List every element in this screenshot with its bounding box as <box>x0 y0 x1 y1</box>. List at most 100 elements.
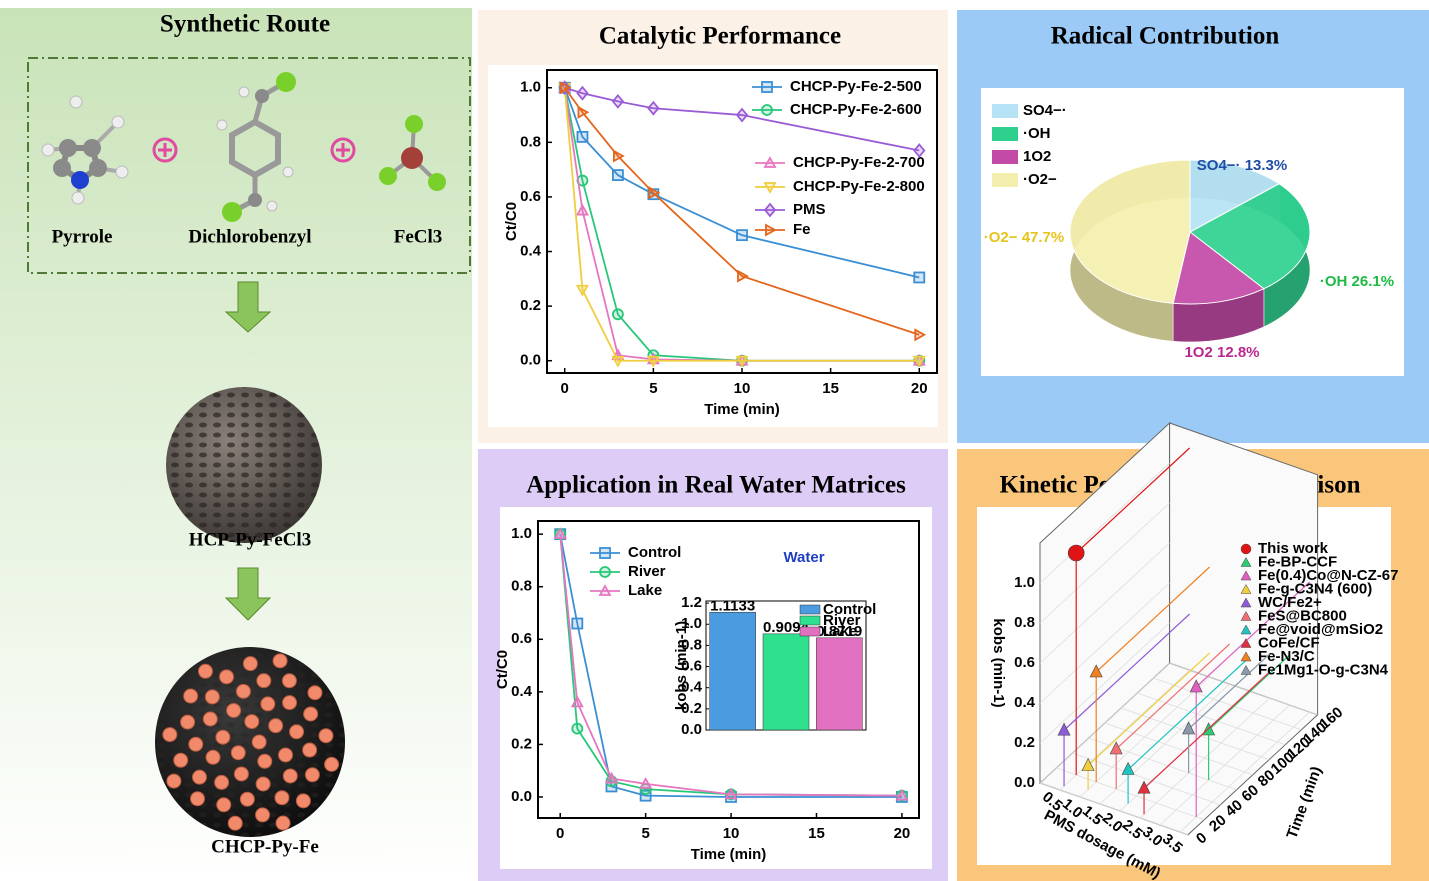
fe-particle <box>162 727 178 743</box>
panel-title: Application in Real Water Matrices <box>526 472 906 499</box>
point <box>1067 544 1085 562</box>
point <box>1121 761 1135 775</box>
arrow <box>224 567 272 621</box>
fe-particle <box>242 656 258 672</box>
y-tick-label: 1.2 <box>681 594 702 611</box>
arrow <box>224 281 272 333</box>
marker <box>737 269 749 283</box>
marker <box>577 105 590 119</box>
pie-slice <box>1189 183 1311 290</box>
legend-label: Control <box>823 601 876 618</box>
fe-particle <box>272 653 288 669</box>
x-tick-label: 20 <box>911 380 928 397</box>
plus-sign <box>330 137 356 163</box>
x-tick-label: 5 <box>649 380 657 397</box>
fe-particle <box>216 797 232 813</box>
fe-particle <box>295 793 311 809</box>
grid-line <box>1039 782 1189 836</box>
fe-particle <box>275 815 291 831</box>
legend-label: ·OH <box>1023 125 1051 142</box>
fe-particle <box>303 706 319 722</box>
fe-particle <box>226 702 242 718</box>
fe-particle <box>318 728 334 744</box>
legend-label: Fe-BP-CCF <box>1258 553 1337 570</box>
y-tick-label: 0.0 <box>520 352 541 369</box>
y-tick-label: 0.6 <box>520 188 541 205</box>
projection-line <box>1195 581 1311 688</box>
marker <box>599 547 611 559</box>
grid-line <box>1039 662 1170 784</box>
legend-swatch <box>799 615 821 626</box>
projection-line <box>1208 654 1291 731</box>
fe-particle <box>268 718 284 734</box>
fe-particle <box>281 673 297 689</box>
marker <box>724 787 738 800</box>
legend-label: River <box>823 612 861 629</box>
marker <box>559 81 572 95</box>
projection-line <box>1075 447 1191 554</box>
y-tick-label: 1.0 <box>681 615 702 632</box>
marker <box>914 328 927 342</box>
panel-title: Synthetic Route <box>160 11 330 38</box>
grid-line <box>1104 722 1253 776</box>
fe-particle <box>257 753 273 769</box>
data-label: 1O2 12.8% <box>1184 344 1259 361</box>
point <box>1057 722 1071 736</box>
marker <box>763 156 777 168</box>
marker <box>913 271 926 284</box>
fe-particle <box>278 747 294 763</box>
fe-particle <box>244 714 260 730</box>
marker <box>599 566 611 578</box>
x-tick-label: 10 <box>723 825 740 842</box>
legend-marker <box>1240 624 1252 635</box>
plot-bg <box>488 65 938 427</box>
fe-particle <box>180 714 196 730</box>
marker <box>761 104 773 116</box>
intermediate-label: HCP-Py-FeCl3 <box>189 529 311 550</box>
marker <box>612 308 624 321</box>
fe-particle <box>191 769 207 785</box>
fe-particle <box>204 689 220 705</box>
marker <box>570 695 584 708</box>
panel-title: Radical Contribution <box>1051 23 1280 50</box>
data-label: SO4−· 13.3% <box>1197 157 1287 174</box>
legend-marker <box>1240 570 1252 581</box>
data-label: ·OH 26.1% <box>1320 273 1394 290</box>
marker <box>553 527 567 540</box>
fe-particle <box>202 711 218 727</box>
marker <box>647 100 660 116</box>
point <box>1137 780 1151 794</box>
fe-particle <box>251 734 267 750</box>
x-tick-label: 20 <box>894 825 911 842</box>
product-sphere-texture <box>155 647 345 837</box>
y-tick-label: 0.4 <box>511 683 533 700</box>
pie-slice <box>1069 159 1191 304</box>
panel-title: Catalytic Performance <box>599 23 841 50</box>
fe-particle <box>324 756 340 772</box>
legend-marker <box>1240 664 1252 675</box>
z-axis-label: kobs (min-1) <box>990 618 1007 707</box>
legend-label: CHCP-Py-Fe-2-700 <box>793 154 925 171</box>
y-tick-label: 0.0 <box>511 788 532 805</box>
legend-label: Fe@void@mSiO2 <box>1258 621 1383 638</box>
fe-particle <box>255 776 271 792</box>
grid-line <box>1153 677 1302 731</box>
legend-label: Fe-N3/C <box>1258 648 1315 665</box>
y-tick-label: 0.2 <box>511 735 532 752</box>
marker <box>735 107 749 123</box>
bar <box>709 612 756 731</box>
legend-swatch <box>799 604 821 615</box>
marker <box>576 130 589 143</box>
legend-swatch <box>992 104 1018 118</box>
legend-marker <box>1240 556 1252 567</box>
series-line <box>559 534 902 797</box>
marker <box>765 223 777 237</box>
y-tick-label: 0.4 <box>681 679 703 696</box>
reactant-label: Dichlorobenzyl <box>188 226 311 247</box>
grid-line <box>1120 707 1270 761</box>
grid-line <box>1039 622 1170 744</box>
y-tick-label: 0.2 <box>681 700 702 717</box>
marker <box>763 202 777 218</box>
y-tick-label: 1.0 <box>520 79 541 96</box>
